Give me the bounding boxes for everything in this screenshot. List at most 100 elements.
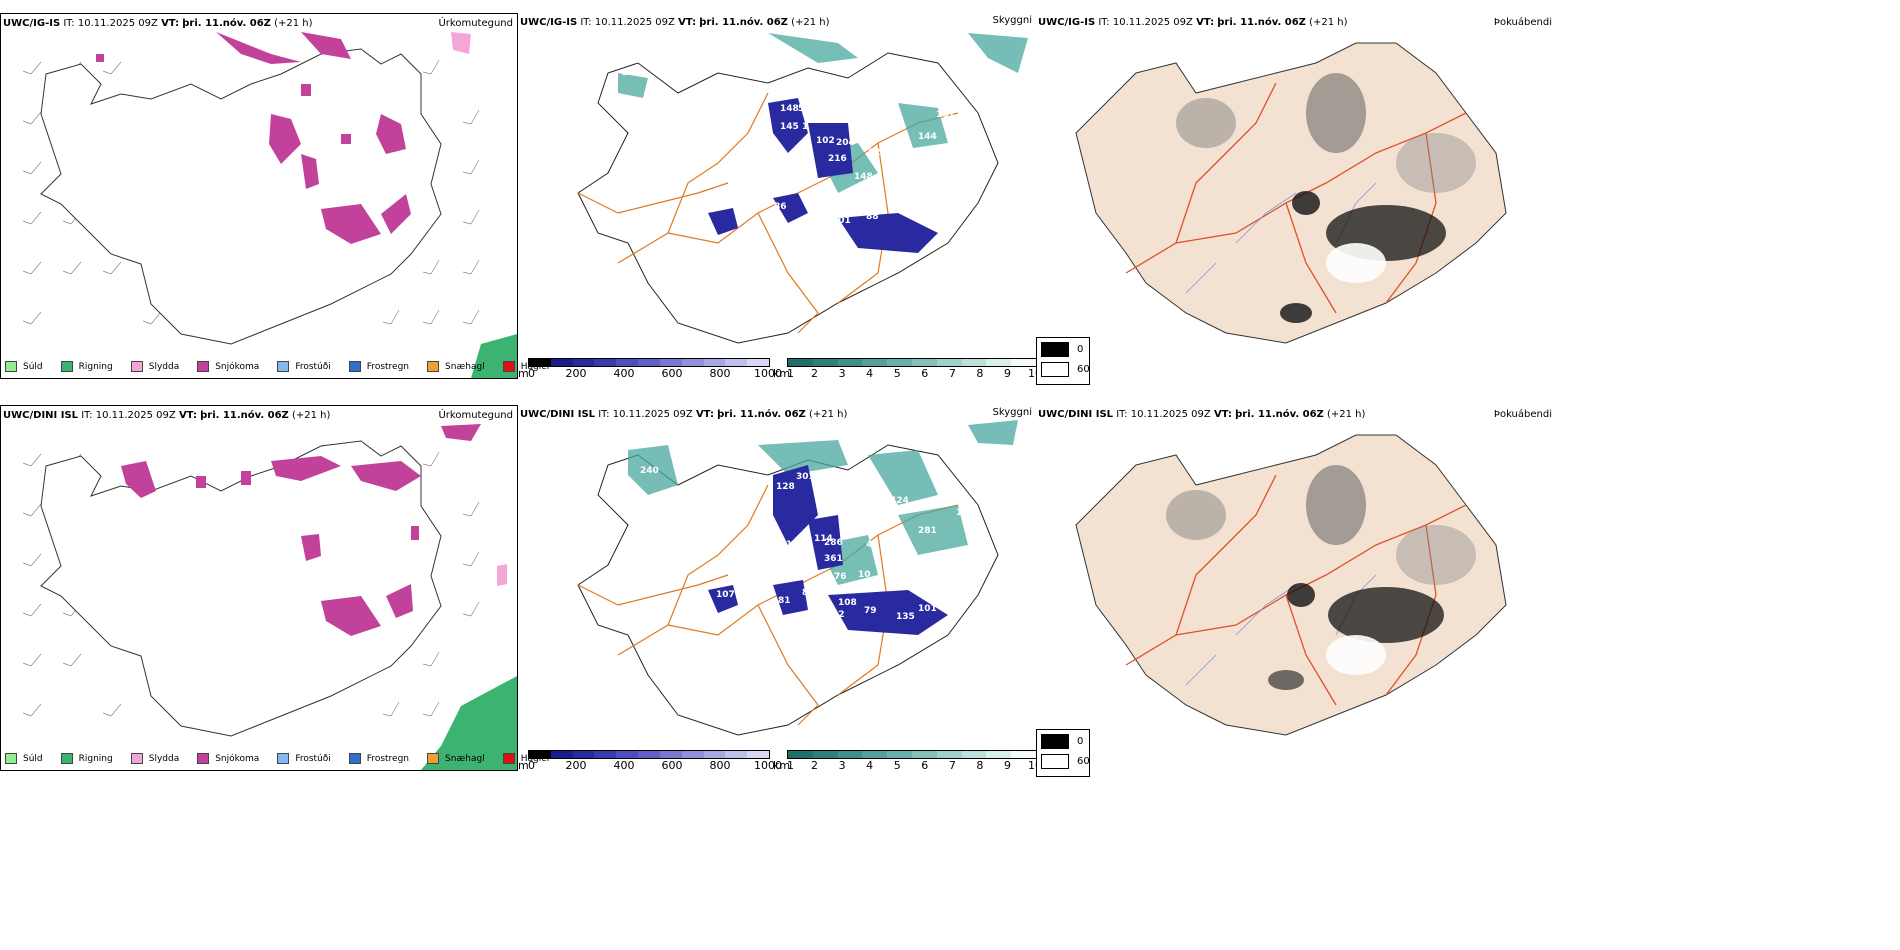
vis-value: 9 — [960, 148, 966, 158]
colorbar-cell — [681, 751, 704, 758]
colorbar-cell — [812, 751, 838, 758]
fog-index-map — [1075, 434, 1507, 736]
lead-time: (+21 h) — [808, 409, 848, 420]
colorbar-tick-label: 7 — [948, 759, 956, 772]
colorbar-tick-label: 5 — [893, 759, 901, 772]
legend-swatch — [1041, 754, 1069, 769]
legend-item: Rigning — [60, 361, 113, 372]
legend-label: Snæhagl — [445, 361, 485, 372]
legend-item: Frostúði — [277, 361, 331, 372]
vt-value: þri. 11.nóv. 06Z — [1235, 409, 1324, 420]
fog-index-panel-bottom: UWC/DINI ISL IT: 10.11.2025 09Z VT: þri.… — [1036, 405, 1556, 771]
colorbar-tick-label: 7 — [948, 367, 956, 380]
colorbar-cell — [550, 751, 573, 758]
legend-item: Snæhagl — [427, 361, 485, 372]
legend-swatch — [5, 753, 17, 764]
m-unit: m — [518, 367, 529, 380]
legend-label: Súld — [23, 753, 43, 764]
legend-item: Frostúði — [277, 753, 331, 764]
colorbar-tick-label: 2 — [811, 367, 819, 380]
legend-swatch — [197, 753, 210, 764]
panel-title: Skyggni — [992, 407, 1032, 418]
fog-index-map — [1075, 42, 1507, 344]
colorbar-tick-label: 400 — [613, 759, 635, 772]
vis-value: 144 — [918, 132, 937, 142]
colorbar-cell — [747, 751, 769, 758]
legend-swatch — [1041, 342, 1069, 357]
vis-value: 82 — [802, 588, 815, 598]
colorbar-cell — [659, 359, 682, 366]
colorbar-tick-label: 200 — [565, 759, 587, 772]
visibility-panel-top: UWC/IG-IS IT: 10.11.2025 09Z VT: þri. 11… — [518, 13, 1042, 380]
colorbar-tick-label: 0 — [528, 759, 535, 772]
legend-light-value: 60 — [1077, 364, 1090, 375]
legend-label: Slydda — [148, 361, 180, 372]
legend-item: Snjókoma — [197, 361, 259, 372]
colorbar-tick-label: 400 — [613, 367, 635, 380]
legend-item: Snjókoma — [197, 753, 259, 764]
iceland-outline — [40, 440, 442, 737]
legend-swatch — [60, 753, 73, 764]
vis-value: 108 — [838, 598, 857, 608]
fog-index-panel-top: UWC/IG-IS IT: 10.11.2025 09Z VT: þri. 11… — [1036, 13, 1556, 379]
colorbar-tick-label: 9 — [1003, 367, 1011, 380]
colorbar-tick-label: 600 — [661, 759, 683, 772]
colorbar-tick-label: 1000 — [754, 759, 782, 772]
colorbar-cell — [747, 359, 769, 366]
colorbar-cell — [837, 359, 863, 366]
vis-value: 181 — [936, 110, 955, 120]
precip-type-legend: Súld Rigning Slydda Snjókoma Frostúði Fr… — [5, 361, 567, 372]
vis-value: 116 — [914, 214, 933, 224]
vis-value: 76 — [834, 572, 847, 582]
sleet-areas — [451, 32, 471, 54]
panel-header: UWC/DINI ISL IT: 10.11.2025 09Z VT: þri.… — [1038, 409, 1365, 420]
iceland-outline — [1075, 434, 1507, 736]
colorbar-cell — [616, 751, 639, 758]
legend-label: Frostúði — [295, 361, 331, 372]
it-label: IT: — [598, 409, 610, 420]
it-value: 10.11.2025 09Z — [612, 409, 693, 420]
it-label: IT: — [580, 17, 592, 28]
colorbar-tick-label: 5 — [893, 367, 901, 380]
low-visibility-m-areas — [708, 465, 948, 635]
colorbar-cell — [986, 359, 1012, 366]
vis-value: 286 — [824, 538, 843, 548]
vis-value: 92 — [832, 610, 845, 620]
legend-label: Slydda — [148, 753, 180, 764]
vt-value: þri. 11.nóv. 06Z — [699, 17, 788, 28]
colorbar-cell — [594, 751, 617, 758]
panel-title: Þokuábendi — [1493, 409, 1552, 420]
model-name: UWC/DINI ISL — [1038, 409, 1114, 420]
vis-value: 424 — [890, 496, 909, 506]
it-label: IT: — [81, 410, 93, 421]
legend-item: Frostregn — [348, 361, 410, 372]
legend-label: Frostregn — [366, 361, 410, 372]
lead-time: (+21 h) — [791, 17, 830, 28]
vt-label: VT: — [1213, 409, 1232, 420]
model-name: UWC/IG-IS — [3, 18, 61, 29]
vis-value: 81 — [778, 596, 791, 606]
legend-swatch — [60, 361, 73, 372]
legend-swatch — [277, 753, 290, 764]
low-visibility-km-areas — [628, 420, 1018, 585]
vis-value: 79 — [864, 606, 877, 616]
legend-item: Slydda — [130, 361, 180, 372]
colorbar-cell — [812, 359, 838, 366]
it-label: IT: — [63, 18, 75, 29]
legend-item: Slydda — [130, 753, 180, 764]
legend-item: Snæhagl — [427, 753, 485, 764]
vt-label: VT: — [1196, 17, 1215, 28]
legend-swatch — [130, 361, 143, 372]
colorbar-cell — [572, 751, 595, 758]
legend-label: Rigning — [78, 361, 113, 372]
colorbar-cell — [725, 359, 748, 366]
model-name: UWC/DINI ISL — [520, 409, 596, 420]
m-color-cells — [528, 358, 770, 367]
precip-type-legend: Súld Rigning Slydda Snjókoma Frostúði Fr… — [5, 753, 567, 764]
visibility-km-colorbar: km 1 2 3 4 5 6 7 8 9 10 — [773, 358, 1042, 380]
it-value: 10.11.2025 09Z — [1130, 409, 1211, 420]
colorbar-cell — [572, 359, 595, 366]
km-color-cells — [787, 358, 1037, 367]
vis-value: 47 — [866, 540, 879, 550]
colorbar-cell — [638, 359, 660, 366]
